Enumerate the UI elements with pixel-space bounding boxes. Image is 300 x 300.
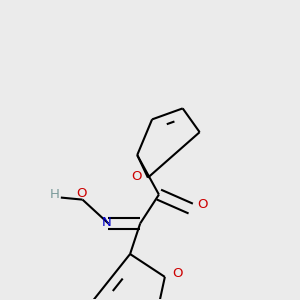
Text: O: O xyxy=(197,198,208,211)
Text: H: H xyxy=(50,188,60,201)
Text: N: N xyxy=(102,216,112,229)
Text: O: O xyxy=(172,267,183,280)
Text: O: O xyxy=(76,187,86,200)
Text: O: O xyxy=(131,170,141,183)
